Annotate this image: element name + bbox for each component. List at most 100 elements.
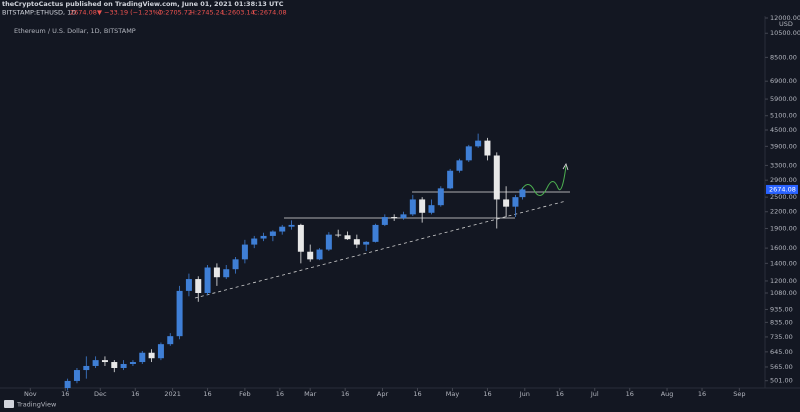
candle-body xyxy=(157,344,164,359)
y-tick-label: 12000.00 xyxy=(770,14,800,22)
change: ▼ −33.19 (−1.23%) xyxy=(97,9,161,17)
y-tick-label: 2500.00 xyxy=(770,193,797,201)
candle-body xyxy=(120,363,127,368)
candle-body xyxy=(456,160,463,171)
candle-body xyxy=(447,170,454,189)
x-tick-label: Dec xyxy=(94,390,107,398)
candle-body xyxy=(251,238,258,245)
candle-body xyxy=(213,267,220,278)
candle-body xyxy=(400,214,407,219)
y-tick-label: 1600.00 xyxy=(770,244,797,252)
y-tick-label: 1900.00 xyxy=(770,224,797,232)
candle-body xyxy=(325,234,332,250)
candle-body xyxy=(437,188,444,206)
candle-body xyxy=(493,155,500,200)
x-tick-label: 16 xyxy=(413,390,421,398)
candle-body xyxy=(232,259,239,270)
y-tick-label: 10500.00 xyxy=(770,29,800,37)
y-tick-label: 4500.00 xyxy=(770,126,797,134)
candle-body xyxy=(363,241,370,245)
y-tick-label: 2900.00 xyxy=(770,176,797,184)
ohlc-high: H:2745.24 xyxy=(190,9,224,17)
last: 2674.08 xyxy=(70,9,97,17)
x-tick-label: Nov xyxy=(24,390,37,398)
candle-body xyxy=(353,239,360,245)
y-tick-label: 3300.00 xyxy=(770,161,797,169)
candle-body xyxy=(101,360,108,363)
x-tick-label: 16 xyxy=(203,390,211,398)
author-line: theCryptoCactus published on TradingView… xyxy=(2,0,284,8)
candle-body xyxy=(269,231,276,236)
x-tick-label: Aug xyxy=(661,390,674,398)
candle-body xyxy=(73,370,80,381)
ohlc-open: O:2705.72 xyxy=(158,9,192,17)
x-tick-label: 16 xyxy=(61,390,69,398)
y-tick-label: 2200.00 xyxy=(770,208,797,216)
candle-body xyxy=(519,189,526,198)
x-tick-label: 2021 xyxy=(164,390,181,398)
x-tick-label: 16 xyxy=(626,390,634,398)
candle-body xyxy=(260,235,267,239)
candle-body xyxy=(279,226,286,232)
trend-line xyxy=(194,200,567,299)
y-tick-label: 645.00 xyxy=(770,348,793,356)
candle-body xyxy=(111,362,118,368)
y-tick-label: 5100.00 xyxy=(770,112,797,120)
candle-body xyxy=(148,352,155,359)
x-tick-label: 16 xyxy=(341,390,349,398)
y-tick-label: 1400.00 xyxy=(770,259,797,267)
last-price-label: 2674.08 xyxy=(769,185,796,193)
x-tick-label: 16 xyxy=(276,390,284,398)
x-tick-label: Feb xyxy=(239,390,251,398)
candle-body xyxy=(484,140,491,156)
last-price-tag: 2674.08 xyxy=(766,184,798,194)
x-tick-label: 16 xyxy=(483,390,491,398)
candle-body xyxy=(167,336,174,345)
y-tick-label: 835.00 xyxy=(770,318,793,326)
candle-body xyxy=(176,290,183,337)
ohlc-low: L:2603.14 xyxy=(222,9,255,17)
candle-body xyxy=(64,380,71,388)
x-tick-label: Jun xyxy=(519,390,530,398)
brand-logo xyxy=(4,400,14,408)
candle-body xyxy=(428,205,435,213)
candle-body xyxy=(139,352,146,363)
x-tick-label: Sep xyxy=(733,390,745,398)
x-tick-label: 16 xyxy=(698,390,706,398)
candle-body xyxy=(288,224,295,227)
y-unit: USD xyxy=(779,20,793,28)
y-tick-label: 1080.00 xyxy=(770,289,797,297)
y-tick-label: 735.00 xyxy=(770,333,793,341)
brand: TradingView xyxy=(16,401,57,409)
y-tick-label: 565.00 xyxy=(770,363,793,371)
y-tick-label: 3900.00 xyxy=(770,142,797,150)
ohlc-close: C:2674.08 xyxy=(253,9,287,17)
y-tick-label: 1200.00 xyxy=(770,277,797,285)
projection-arrow xyxy=(562,163,569,171)
candle-body xyxy=(316,249,323,260)
symbol: BITSTAMP:ETHUSD, 1D xyxy=(2,9,76,17)
x-tick-label: Apr xyxy=(377,390,389,398)
candle-body xyxy=(83,365,90,371)
y-tick-label: 5900.00 xyxy=(770,95,797,103)
x-tick-label: 16 xyxy=(556,390,564,398)
candle-body xyxy=(475,140,482,147)
candle-body xyxy=(503,199,510,207)
x-tick-label: 16 xyxy=(131,390,139,398)
candle-body xyxy=(419,199,426,213)
candle-body xyxy=(344,235,351,240)
candle-body xyxy=(185,279,192,291)
candle-body xyxy=(372,224,379,242)
y-tick-label: 6900.00 xyxy=(770,77,797,85)
y-tick-label: 501.00 xyxy=(770,377,793,385)
candle-body xyxy=(195,279,202,293)
x-tick-label: Jul xyxy=(590,390,599,398)
candle-body xyxy=(465,146,472,161)
candle-body xyxy=(512,197,519,207)
candle-body xyxy=(92,360,99,366)
plot xyxy=(64,133,526,391)
candle-body xyxy=(391,217,398,219)
candle-body xyxy=(241,244,248,260)
